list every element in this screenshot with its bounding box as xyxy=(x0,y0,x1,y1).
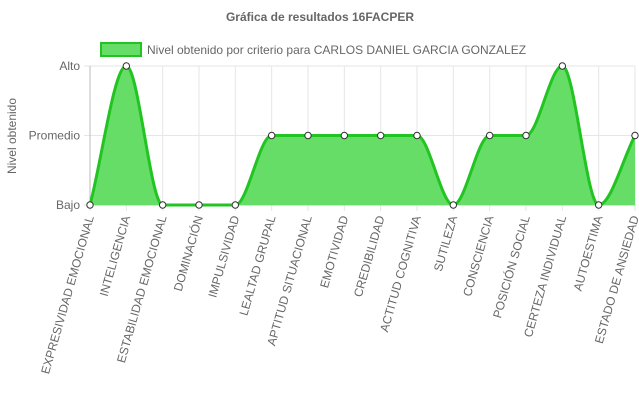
data-point[interactable] xyxy=(122,62,131,70)
x-tick-label: SUTILEZA xyxy=(431,214,460,273)
data-point[interactable] xyxy=(558,62,567,70)
x-tick-label: POSICIÓN SOCIAL xyxy=(489,213,533,319)
x-tick-label: INTELIGENCIA xyxy=(97,214,133,298)
y-tick-label: Alto xyxy=(59,59,80,73)
data-point[interactable] xyxy=(158,201,167,209)
chart-title: Gráfica de resultados 16FACPER xyxy=(226,10,414,24)
x-tick-label: CREDIBILIDAD xyxy=(351,214,388,299)
data-point[interactable] xyxy=(449,201,458,209)
data-point[interactable] xyxy=(231,201,240,209)
x-tick-label: AUTOESTIMA xyxy=(571,214,606,293)
y-tick-label: Promedio xyxy=(29,129,81,143)
y-axis-label: Nivel obtenido xyxy=(5,98,19,174)
data-point[interactable] xyxy=(631,131,639,140)
x-tick-label: EMOTIVIDAD xyxy=(317,214,351,290)
x-tick-label: CONSCIENCIA xyxy=(460,214,496,298)
legend-label: Nivel obtenido por criterio para CARLOS … xyxy=(147,43,526,57)
x-axis-ticks: EXPRESIVIDAD EMOCIONAL INTELIGENCIAESTABI… xyxy=(38,213,639,375)
data-point[interactable] xyxy=(485,131,494,140)
data-point[interactable] xyxy=(594,201,603,209)
legend[interactable]: Nivel obtenido por criterio para CARLOS … xyxy=(100,42,526,57)
data-point[interactable] xyxy=(304,131,312,140)
data-point[interactable] xyxy=(340,131,349,140)
data-point[interactable] xyxy=(86,201,94,209)
x-tick-label: IMPULSIVIDAD xyxy=(205,214,242,300)
y-axis-ticks: Alto Promedio Bajo xyxy=(29,59,81,212)
data-point[interactable] xyxy=(267,131,276,140)
data-point[interactable] xyxy=(522,131,530,140)
data-point[interactable] xyxy=(376,131,385,140)
data-point[interactable] xyxy=(195,201,203,209)
y-tick-label: Bajo xyxy=(56,198,80,212)
x-tick-label: ACTITUD COGNITIVA xyxy=(377,214,424,334)
legend-swatch xyxy=(100,42,142,57)
x-tick-label: LEALTAD GRUPAL xyxy=(237,214,279,318)
x-tick-label: EXPRESIVIDAD EMOCIONAL xyxy=(38,214,97,376)
x-tick-label: DOMINACIÓN xyxy=(170,214,206,293)
data-point[interactable] xyxy=(413,131,421,140)
data-points xyxy=(86,62,639,209)
